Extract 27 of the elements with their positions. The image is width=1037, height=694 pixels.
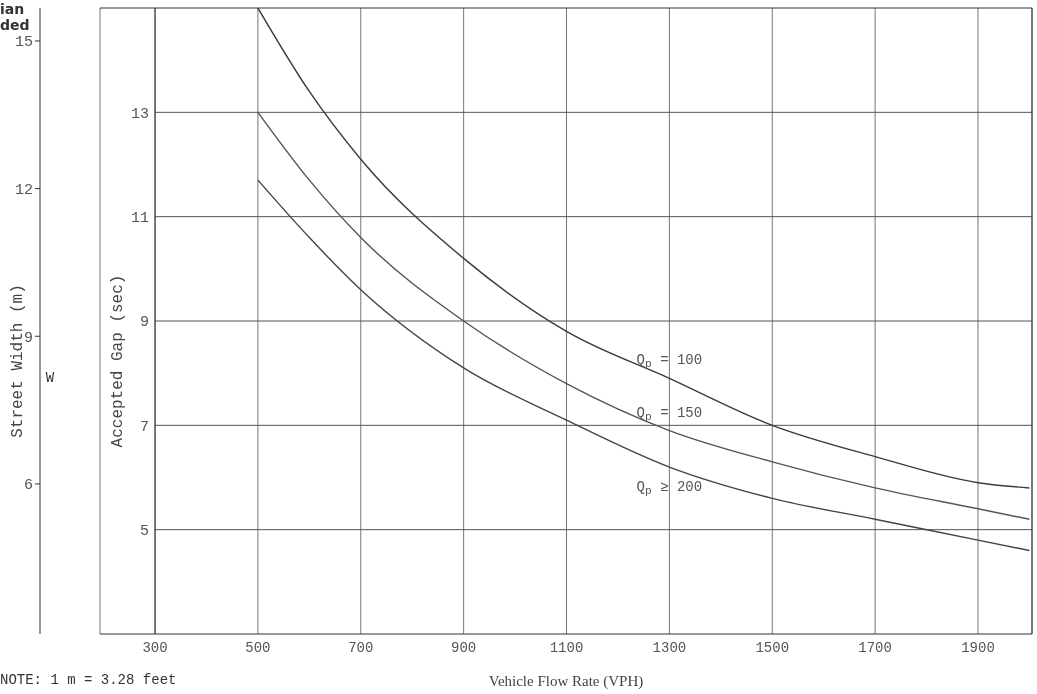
x-tick-label: 1700 (858, 639, 892, 656)
y-tick-label: 7 (140, 418, 150, 436)
y-tick-label: 11 (131, 209, 150, 227)
y-tick-label: 5 (140, 522, 150, 540)
text: ded (0, 17, 30, 33)
x-tick-label: 300 (142, 639, 168, 656)
text: ian (0, 1, 25, 17)
y2-tick-label: 12 (14, 181, 33, 199)
x-tick-label: 1900 (961, 639, 995, 656)
line-series (257, 179, 1031, 552)
y-tick-label: 9 (140, 314, 150, 332)
x-tick-label: 900 (451, 639, 477, 656)
series-label: Q$_{p}$ ≥ 200 (636, 479, 703, 498)
x-tick-label: 500 (245, 639, 271, 656)
text: W (45, 370, 55, 386)
y-tick-label: 13 (131, 105, 150, 123)
y2-tick-label: 9 (23, 329, 33, 347)
x-tick-label: 700 (348, 639, 374, 656)
x-axis-title: Vehicle Flow Rate (VPH) (488, 673, 644, 690)
x-tick-label: 1500 (755, 639, 790, 656)
text: NOTE: 1 m = 3.28 feet (0, 672, 177, 688)
series-label: Q$_{p}$ = 100 (636, 352, 703, 371)
x-tick-label: 1300 (652, 639, 687, 656)
y-axis-title: Accepted Gap (sec) (108, 274, 127, 448)
x-tick-label: 1100 (549, 639, 584, 656)
y2-tick-label: 15 (14, 34, 33, 52)
y2-tick-label: 6 (23, 477, 33, 495)
